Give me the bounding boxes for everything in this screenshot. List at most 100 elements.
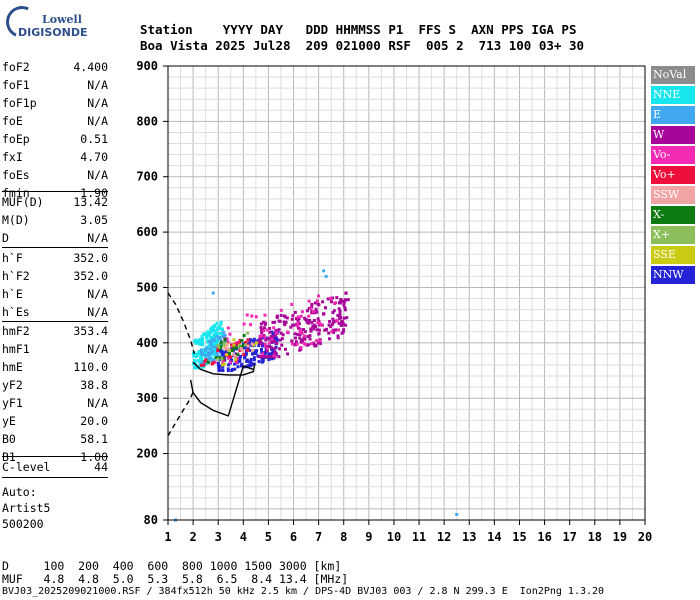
param-value: 352.0: [73, 251, 108, 265]
echo-point: [192, 339, 196, 343]
echo-point: [318, 341, 322, 345]
echo-point: [269, 346, 273, 350]
echo-point: [200, 339, 204, 343]
trace-solid: [192, 361, 256, 376]
echo-point: [238, 360, 242, 364]
x-tick-label: 1: [164, 530, 171, 544]
echo-point: [254, 339, 258, 343]
echo-point: [273, 351, 277, 355]
echo-point: [280, 343, 284, 347]
echo-point: [217, 365, 221, 369]
echo-point: [270, 355, 274, 359]
echo-point: [218, 356, 222, 360]
footer-info: BVJ03_2025209021000.RSF / 384fx512h 50 k…: [2, 586, 605, 597]
echo-point: [223, 338, 227, 342]
echo-point: [220, 353, 224, 357]
echo-point: [269, 347, 273, 351]
echo-point: [261, 358, 265, 362]
echo-point: [260, 334, 264, 338]
param-name: B0: [2, 432, 16, 446]
echo-point: [258, 336, 262, 340]
echo-point: [264, 355, 268, 359]
echo-point: [209, 331, 213, 335]
echo-point: [283, 314, 287, 318]
echo-point: [308, 319, 312, 323]
param-group-muf: MUF(D) 13.42 M(D) 3.05 D N/A: [2, 193, 108, 247]
echo-point: [240, 362, 244, 366]
echo-point: [204, 351, 208, 355]
param-row: hmF2 353.4: [2, 322, 108, 340]
echo-point: [338, 309, 342, 313]
echo-point: [332, 328, 336, 332]
echo-point: [211, 349, 215, 353]
echo-point: [275, 338, 279, 342]
echo-point: [258, 355, 262, 359]
echo-point: [273, 335, 277, 339]
echo-point: [322, 312, 326, 316]
echo-point: [311, 342, 315, 346]
echo-point: [208, 347, 212, 351]
echo-point: [250, 363, 254, 367]
echo-point: [309, 327, 313, 331]
echo-point: [274, 351, 278, 355]
echo-point: [205, 339, 209, 343]
echo-point: [280, 337, 284, 341]
echo-point: [323, 306, 327, 310]
echo-point: [246, 346, 250, 350]
echo-point: [234, 353, 238, 357]
echo-point: [316, 302, 320, 306]
echo-point: [308, 337, 312, 341]
param-name: hmF1: [2, 342, 30, 356]
echo-point: [252, 356, 256, 360]
echo-point: [336, 336, 340, 340]
lowell-digisonde-logo: Lowell DIGISONDE: [1, 1, 87, 43]
param-value: N/A: [87, 287, 108, 301]
echo-point: [198, 359, 202, 363]
echo-point: [223, 362, 227, 366]
echo-point: [246, 364, 250, 368]
echo-point: [220, 328, 224, 332]
param-name: fmin: [2, 186, 30, 200]
echo-point: [211, 342, 215, 346]
echo-point: [312, 309, 316, 313]
echo-point: [313, 301, 317, 305]
x-tick-label: 6: [290, 530, 297, 544]
echo-point: [221, 365, 225, 369]
echo-point: [213, 345, 217, 349]
y-tick-label: 300: [136, 391, 158, 405]
echo-point: [310, 311, 314, 315]
echo-point: [235, 341, 239, 345]
echo-point: [342, 316, 346, 320]
echo-point: [199, 343, 203, 347]
echo-point: [263, 321, 267, 325]
echo-point: [260, 331, 264, 335]
param-row: foF2 4.400: [2, 58, 108, 76]
param-row: D N/A: [2, 229, 108, 247]
echo-point: [257, 339, 261, 343]
echo-point: [286, 352, 290, 356]
param-name: M(D): [2, 213, 30, 227]
x-tick-label: 2: [189, 530, 196, 544]
param-row: h`Es N/A: [2, 303, 108, 321]
echo-point: [344, 291, 348, 295]
echo-point: [289, 325, 293, 329]
echo-point: [238, 356, 242, 360]
echo-point: [265, 346, 269, 350]
echo-point: [344, 323, 348, 327]
echo-point: [202, 363, 206, 367]
legend-item: X-: [651, 206, 695, 224]
echo-point: [219, 322, 223, 326]
echo-point: [233, 354, 237, 358]
echo-point: [201, 337, 205, 341]
echo-point: [342, 328, 346, 332]
divider: [2, 456, 108, 457]
echo-point: [298, 331, 302, 335]
echo-point: [219, 327, 223, 331]
echo-point: [290, 302, 294, 306]
x-tick-label: 4: [240, 530, 247, 544]
echo-point: [303, 330, 307, 334]
echo-point: [253, 351, 257, 355]
echo-point: [262, 329, 266, 333]
echo-point: [261, 336, 265, 340]
